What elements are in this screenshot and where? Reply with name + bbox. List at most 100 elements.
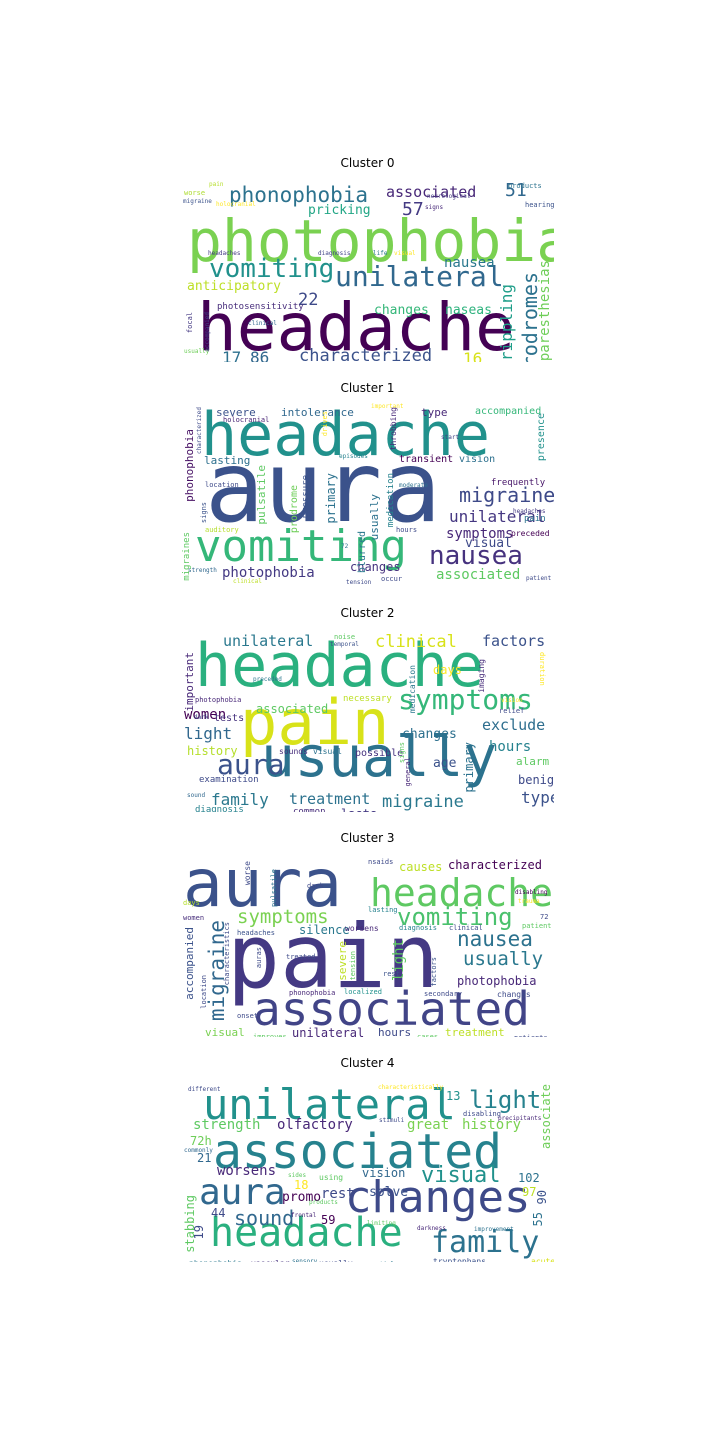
cloud-word: pain bbox=[227, 905, 439, 1008]
cloud-word: 22 bbox=[298, 290, 319, 310]
cloud-word: common bbox=[293, 807, 326, 813]
cloud-word: anticipatory bbox=[187, 279, 281, 294]
cloud-word: location bbox=[205, 481, 239, 489]
cloud-word: blurred bbox=[357, 531, 368, 574]
cloud-word: vision bbox=[501, 697, 523, 704]
cloud-word: moderate bbox=[399, 482, 428, 489]
cluster-4-title: Cluster 4 bbox=[340, 1056, 395, 1070]
cloud-word: limiting bbox=[367, 1220, 396, 1227]
cloud-word: preceded bbox=[253, 676, 282, 683]
cloud-word: holocranial bbox=[216, 201, 256, 208]
cloud-word: lasting bbox=[204, 454, 251, 467]
cloud-word: characteristically bbox=[378, 1084, 444, 1091]
cloud-word: symptoms bbox=[446, 526, 514, 542]
cloud-word: nausea bbox=[429, 541, 523, 571]
cloud-word: pain bbox=[240, 686, 390, 759]
cloud-word: examination bbox=[199, 775, 259, 785]
cloud-word: primary bbox=[324, 473, 338, 524]
cloud-word: family bbox=[211, 790, 269, 809]
cloud-word: headaches bbox=[208, 250, 241, 257]
cloud-word: headaches bbox=[237, 929, 275, 937]
cloud-word: headaches bbox=[513, 508, 546, 515]
cloud-word: migraines bbox=[182, 532, 192, 581]
cloud-word: causes bbox=[399, 860, 443, 874]
cloud-word: history bbox=[462, 1117, 522, 1133]
cloud-word: important bbox=[183, 652, 196, 712]
cloud-word: occur bbox=[381, 575, 403, 583]
cloud-word: hearing bbox=[525, 201, 554, 209]
cluster-0-title: Cluster 0 bbox=[340, 156, 395, 170]
cloud-word: usually bbox=[319, 1260, 353, 1263]
cloud-word: vomiting bbox=[209, 254, 335, 284]
cluster-3-wordcloud: aura pain associated headache vomiting sympto… bbox=[181, 847, 554, 1037]
cloud-word: hours bbox=[396, 526, 418, 534]
cloud-word: characteristics bbox=[223, 922, 231, 986]
cloud-word: diagnosis bbox=[399, 924, 437, 932]
cluster-1-wordcloud: aura headache vomiting nausea migraine unilat… bbox=[181, 397, 554, 587]
cloud-word: 16 bbox=[463, 349, 483, 363]
cloud-word: vascular bbox=[251, 1260, 290, 1263]
cloud-word: associate bbox=[539, 1084, 553, 1150]
cloud-word: clinical bbox=[449, 924, 483, 932]
cloud-word: age bbox=[433, 756, 457, 771]
cloud-word: lasts bbox=[341, 808, 377, 812]
cloud-word: 57 bbox=[402, 199, 424, 220]
cloud-word: silence bbox=[299, 923, 350, 937]
cluster-4-wordcloud: unilateral associated changes headache aura f… bbox=[181, 1072, 554, 1262]
cloud-word: 13 bbox=[446, 1089, 461, 1103]
cloud-word: 72h bbox=[190, 1134, 212, 1148]
cloud-word: worse bbox=[243, 861, 252, 886]
cloud-word: medication bbox=[386, 473, 396, 528]
cloud-word: signs bbox=[200, 502, 208, 524]
cloud-word: diagnosis bbox=[318, 250, 351, 257]
cloud-word: exclude bbox=[482, 716, 546, 734]
cloud-word: unilateral bbox=[335, 260, 504, 293]
cloud-word: usually bbox=[368, 494, 381, 541]
cloud-word: tests bbox=[214, 713, 245, 724]
cluster-1-title: Cluster 1 bbox=[340, 381, 395, 395]
cloud-word: alarm bbox=[516, 755, 550, 768]
cloud-word: history bbox=[187, 744, 238, 758]
cloud-word: holocranial bbox=[223, 416, 270, 424]
cloud-word: using bbox=[319, 1173, 344, 1182]
cloud-word: episodes bbox=[339, 453, 368, 460]
cloud-word: disabling bbox=[463, 1110, 501, 1118]
cloud-word: primary bbox=[462, 742, 476, 793]
cloud-word: headache bbox=[201, 400, 490, 470]
cloud-word: changes bbox=[497, 990, 531, 999]
cloud-word: crippling bbox=[497, 284, 516, 362]
cloud-word: location bbox=[200, 975, 208, 1009]
cloud-word: usually bbox=[261, 725, 498, 790]
cloud-word: focal bbox=[186, 312, 194, 334]
cloud-word: associated bbox=[213, 1124, 502, 1180]
cloud-word: onset bbox=[237, 1012, 259, 1020]
cloud-word: solve bbox=[369, 1185, 409, 1200]
cloud-word: hours bbox=[378, 1026, 412, 1037]
cloud-word: pain bbox=[209, 181, 224, 188]
cloud-word: treatment bbox=[445, 1026, 505, 1037]
cloud-word: precipitants bbox=[498, 1115, 542, 1122]
cloud-word: patients bbox=[514, 1035, 548, 1038]
cloud-word: throbbing bbox=[389, 407, 398, 451]
cloud-word: 19 bbox=[192, 1225, 206, 1240]
cloud-word: 55 bbox=[531, 1212, 545, 1227]
cloud-word: lasting bbox=[368, 906, 398, 914]
cloud-word: visual bbox=[465, 536, 512, 551]
cloud-word: improvement bbox=[474, 1226, 514, 1233]
cloud-word: auditory bbox=[205, 526, 239, 534]
cloud-word: days bbox=[183, 899, 200, 907]
cloud-word: improves bbox=[253, 1033, 287, 1038]
cloud-word: photophobia bbox=[195, 696, 242, 704]
cloud-word: photophobia bbox=[457, 974, 537, 988]
cloud-word: aura bbox=[199, 1172, 286, 1213]
cloud-word: life bbox=[373, 250, 388, 257]
cluster-3-title: Cluster 3 bbox=[340, 831, 395, 845]
cloud-word: worsens bbox=[345, 924, 379, 933]
cloud-word: 59 bbox=[321, 1213, 336, 1227]
cloud-word: phonophobia bbox=[229, 183, 369, 207]
cloud-word: stabbing bbox=[183, 1195, 197, 1253]
cloud-word: accompanied bbox=[183, 927, 196, 1000]
cloud-word: 90 bbox=[535, 1190, 549, 1205]
cloud-word: hours bbox=[489, 739, 532, 755]
cloud-word: trauma bbox=[518, 898, 540, 905]
